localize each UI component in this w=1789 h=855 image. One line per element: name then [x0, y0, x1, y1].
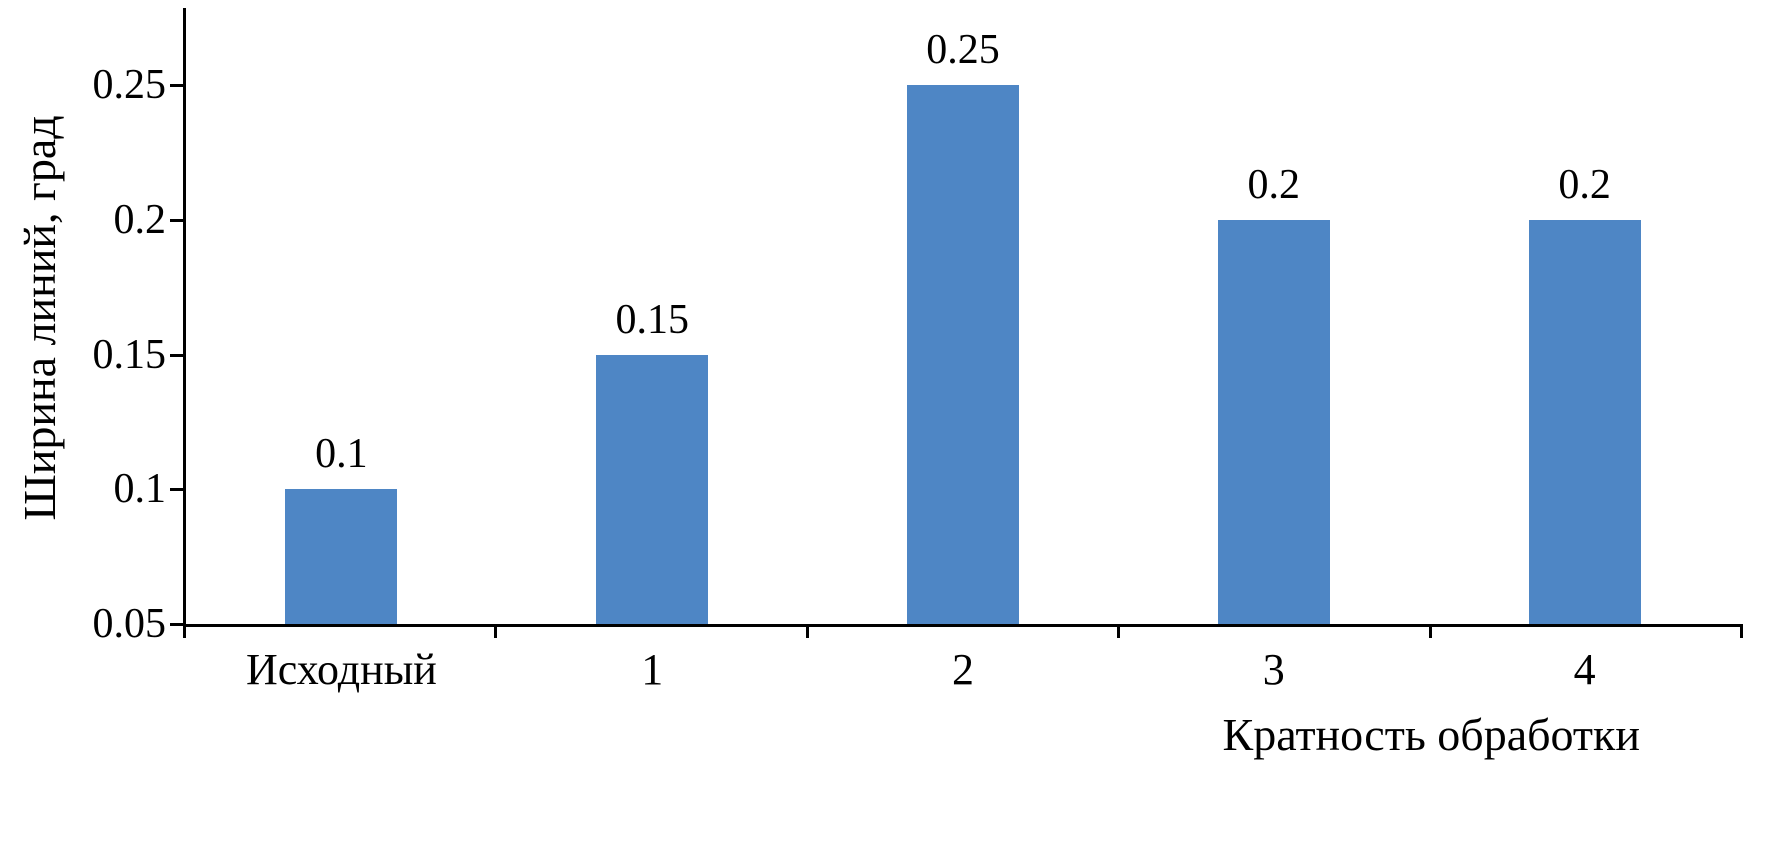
y-tick-label: 0.05 [92, 601, 167, 647]
bar-value-label: 0.25 [926, 27, 1000, 73]
bar-cell: 0.1 [186, 10, 497, 624]
x-tick-mark [1429, 624, 1432, 638]
x-axis-title: Кратность обработки [1222, 709, 1640, 760]
x-axis-category-labels: Исходный 1 2 3 4 [186, 644, 1740, 696]
bar [596, 355, 709, 624]
y-tick-mark [170, 219, 183, 222]
bar [1217, 220, 1330, 624]
y-tick-mark [170, 84, 183, 87]
bar-value-label: 0.1 [315, 431, 368, 477]
x-tick-mark [1740, 624, 1743, 638]
bar [285, 489, 398, 624]
y-axis-line [183, 8, 186, 627]
x-axis-line [183, 624, 1743, 627]
bar-cell: 0.2 [1429, 10, 1740, 624]
y-tick-label: 0.25 [92, 62, 167, 108]
y-tick-mark [170, 623, 183, 626]
y-axis-title: Ширина линий, град [14, 115, 65, 521]
x-tick-mark [494, 624, 497, 638]
x-category-label: Исходный [245, 645, 437, 694]
bar-value-label: 0.2 [1247, 162, 1301, 208]
bar-cell: 0.15 [497, 10, 808, 624]
x-tick-mark [806, 624, 809, 638]
x-tick-mark [183, 624, 186, 638]
y-tick-label: 0.2 [113, 197, 167, 243]
bar-value-label: 0.2 [1558, 162, 1611, 208]
x-category-label: 1 [641, 645, 664, 694]
y-tick-mark [170, 354, 183, 357]
y-tick-label: 0.15 [92, 332, 167, 378]
x-category-label: 3 [1262, 645, 1285, 694]
x-category-label: 4 [1573, 645, 1596, 694]
bar-cell: 0.2 [1118, 10, 1429, 624]
x-category-label: 2 [951, 645, 974, 694]
y-tick-mark [170, 488, 183, 491]
bar-value-label: 0.15 [615, 297, 689, 343]
y-tick-label: 0.1 [113, 466, 167, 512]
bar [1528, 220, 1641, 624]
x-tick-mark [1117, 624, 1120, 638]
bar [906, 85, 1019, 624]
plot-area: 0.1 0.15 0.25 0.2 0.2 [186, 10, 1740, 624]
bar-cell: 0.25 [808, 10, 1119, 624]
